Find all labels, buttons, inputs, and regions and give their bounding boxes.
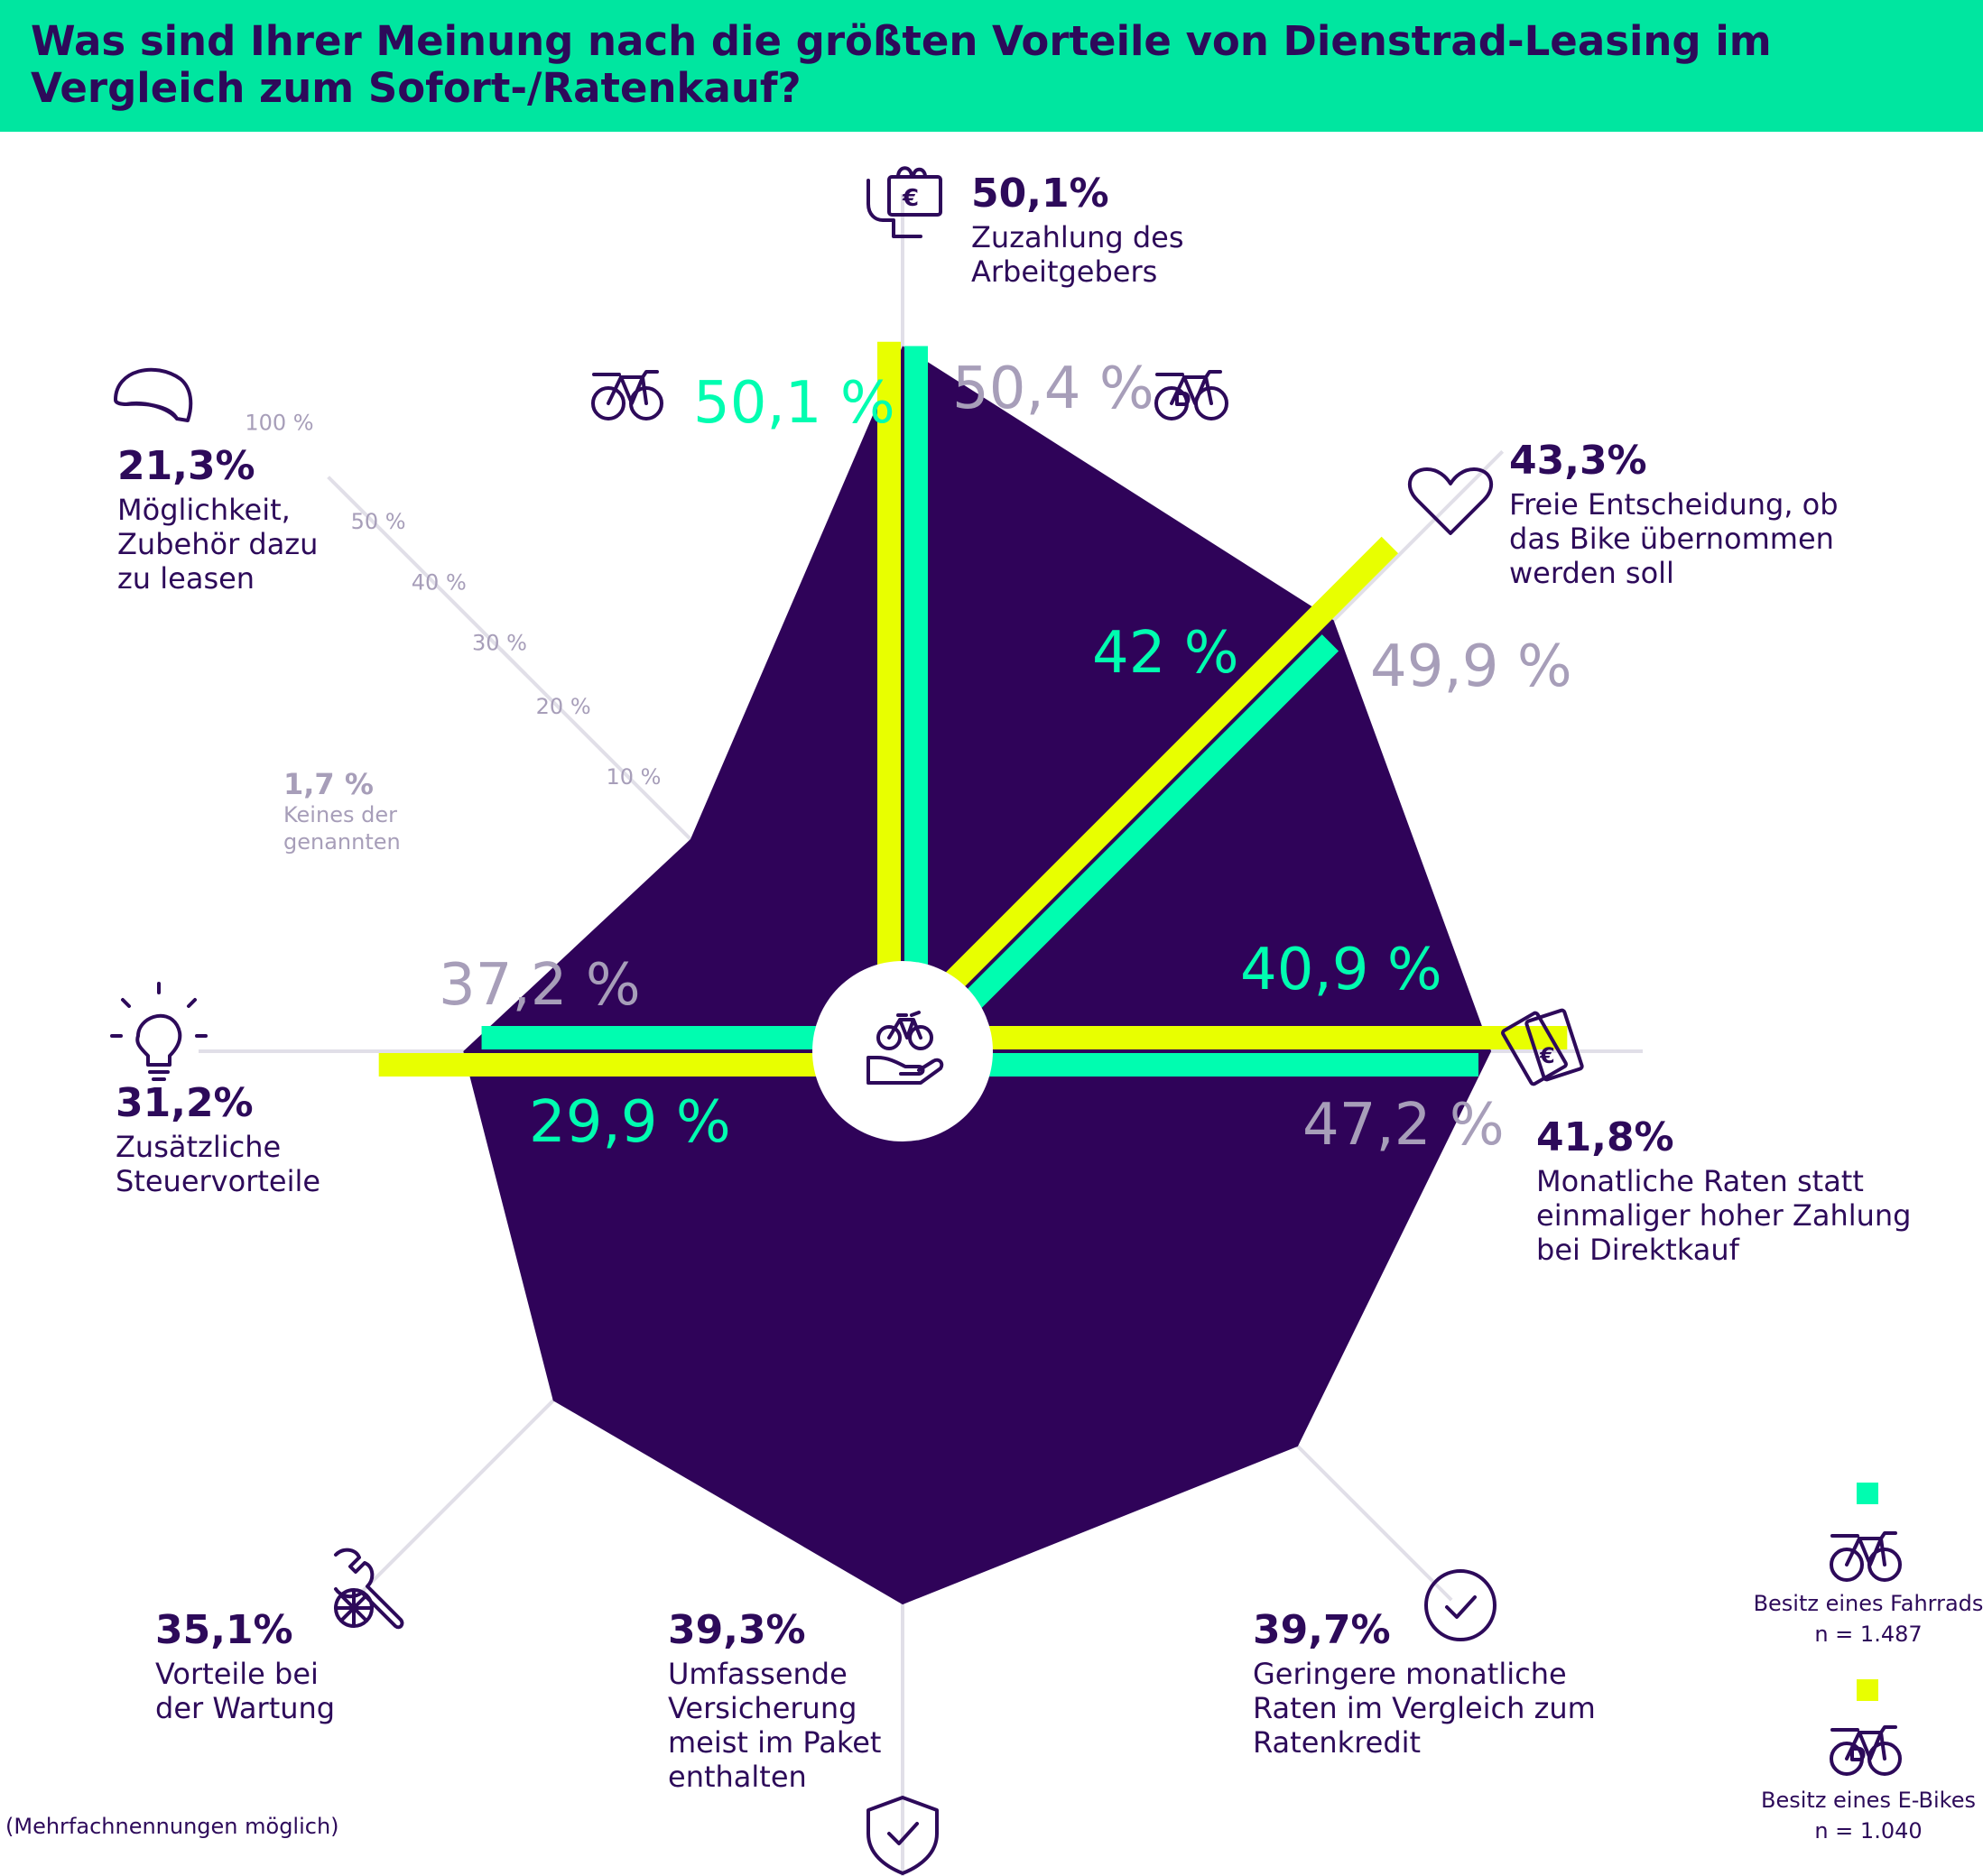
- none-label: Keines der genannten: [283, 802, 401, 855]
- axis-arbeitgeber: 50,1% Zuzahlung des Arbeitgebers: [971, 171, 1314, 290]
- helmet-icon: [114, 367, 193, 422]
- check-circle-icon: [1424, 1569, 1497, 1641]
- svg-text:€: €: [1539, 1043, 1555, 1068]
- value-label-fahrrad-freie-entscheidung: 42 %: [1092, 620, 1239, 687]
- axis-wartung: 35,1% Vorteile bei der Wartung: [155, 1607, 390, 1726]
- scale-tick-100: 100 %: [245, 410, 313, 435]
- scale-tick-40: 40 %: [412, 569, 467, 595]
- money-hand-icon: €: [866, 166, 942, 238]
- lightbulb-icon: [110, 982, 208, 1081]
- legend-text-ebike: Besitz eines E-Bikes n = 1.040: [1733, 1785, 1983, 1846]
- axis-label: Geringere monatliche Raten im Vergleich …: [1253, 1657, 1596, 1760]
- none-value: 1,7 %: [283, 767, 374, 801]
- total-value: 39,3%: [668, 1607, 806, 1653]
- shield-check-icon: [866, 1796, 939, 1875]
- total-value: 31,2%: [116, 1080, 254, 1126]
- total-polygon: [463, 346, 1492, 1605]
- bike-icon-fahrrad: [591, 370, 663, 420]
- total-value: 50,1%: [971, 171, 1109, 217]
- axis-label: Vorteile bei der Wartung: [155, 1657, 336, 1725]
- value-label-fahrrad-arbeitgeber: 50,1 %: [693, 370, 895, 437]
- ebike-icon: [1154, 370, 1228, 420]
- legend-text-fahrrad: Besitz eines Fahrrads n = 1.487: [1733, 1588, 1983, 1650]
- total-value: 41,8%: [1536, 1114, 1674, 1160]
- scale-tick-50: 50 %: [351, 509, 406, 534]
- axis-label: Möglichkeit, Zubehör dazu zu leasen: [117, 493, 319, 596]
- banknotes-icon: €: [1501, 1008, 1584, 1086]
- axis-label: Zuzahlung des Arbeitgebers: [971, 220, 1184, 289]
- total-value: 39,7%: [1253, 1607, 1391, 1653]
- value-label-ebike-freie-entscheidung: 49,9 %: [1370, 633, 1572, 700]
- axis-geringere-raten: 39,7% Geringere monatliche Raten im Verg…: [1253, 1608, 1614, 1760]
- value-label-fahrrad-monatliche-raten: 40,9 %: [1240, 937, 1442, 1003]
- total-value: 21,3%: [117, 443, 255, 489]
- bar-fahrrad-freie-entscheidung: [903, 634, 1339, 1069]
- legend-swatch-ebike: [1857, 1679, 1878, 1701]
- axis-freie-entscheidung: 43,3% Freie Entscheidung, ob das Bike üb…: [1509, 438, 1888, 591]
- axis-label: Zusätzliche Steuervorteile: [116, 1130, 321, 1198]
- legend-name: Besitz eines Fahrrads: [1753, 1591, 1983, 1616]
- wrench-wheel-icon: [334, 1548, 404, 1630]
- bar-ebike-freie-entscheidung: [885, 536, 1399, 1050]
- value-label-ebike-steuer: 37,2 %: [439, 952, 641, 1019]
- scale-tick-30: 30 %: [472, 630, 527, 655]
- total-value: 35,1%: [155, 1607, 293, 1653]
- scale-ticks: 10 % 20 % 30 % 40 % 50 % 100 %: [245, 410, 661, 789]
- scale-tick-10: 10 %: [606, 764, 661, 790]
- axis-label: Freie Entscheidung, ob das Bike übernomm…: [1509, 487, 1839, 590]
- legend-n: n = 1.040: [1814, 1818, 1923, 1844]
- center-badge: [812, 961, 993, 1141]
- scale-tick-20: 20 %: [536, 694, 591, 719]
- none-of-these: 1,7 % Keines der genannten: [283, 767, 446, 855]
- legend-bike-icon: [1830, 1531, 1902, 1582]
- axis-label: Umfassende Versicherung meist im Paket e…: [668, 1657, 882, 1794]
- axis-zubehoer: 21,3% Möglichkeit, Zubehör dazu zu lease…: [117, 444, 352, 596]
- legend-name: Besitz eines E-Bikes: [1761, 1788, 1976, 1813]
- legend-ebike-icon: [1830, 1725, 1902, 1776]
- value-label-fahrrad-steuer: 29,9 %: [529, 1089, 731, 1156]
- axis-break-mark: [486, 635, 514, 663]
- page-title: Was sind Ihrer Meinung nach die größten …: [31, 17, 1772, 112]
- heart-icon: [1407, 467, 1494, 535]
- title-banner: [0, 0, 1983, 132]
- value-label-ebike-monatliche-raten: 47,2 %: [1302, 1092, 1505, 1159]
- bike-hand-icon: [866, 1011, 944, 1085]
- axis-monatliche-raten: 41,8% Monatliche Raten statt einmaliger …: [1536, 1114, 1960, 1268]
- axis-steuer: 31,2% Zusätzliche Steuervorteile: [116, 1080, 350, 1199]
- legend-swatch-fahrrad: [1857, 1483, 1878, 1504]
- svg-text:€: €: [902, 185, 919, 212]
- value-label-ebike-arbeitgeber: 50,4 %: [952, 356, 1154, 422]
- axis-label: Monatliche Raten statt einmaliger hoher …: [1536, 1164, 1912, 1267]
- legend-n: n = 1.487: [1814, 1622, 1923, 1647]
- footnote: (Mehrfachnennungen möglich): [5, 1814, 339, 1839]
- total-value: 43,3%: [1509, 438, 1647, 484]
- axis-versicherung: 39,3% Umfassende Versicherung meist im P…: [668, 1607, 921, 1795]
